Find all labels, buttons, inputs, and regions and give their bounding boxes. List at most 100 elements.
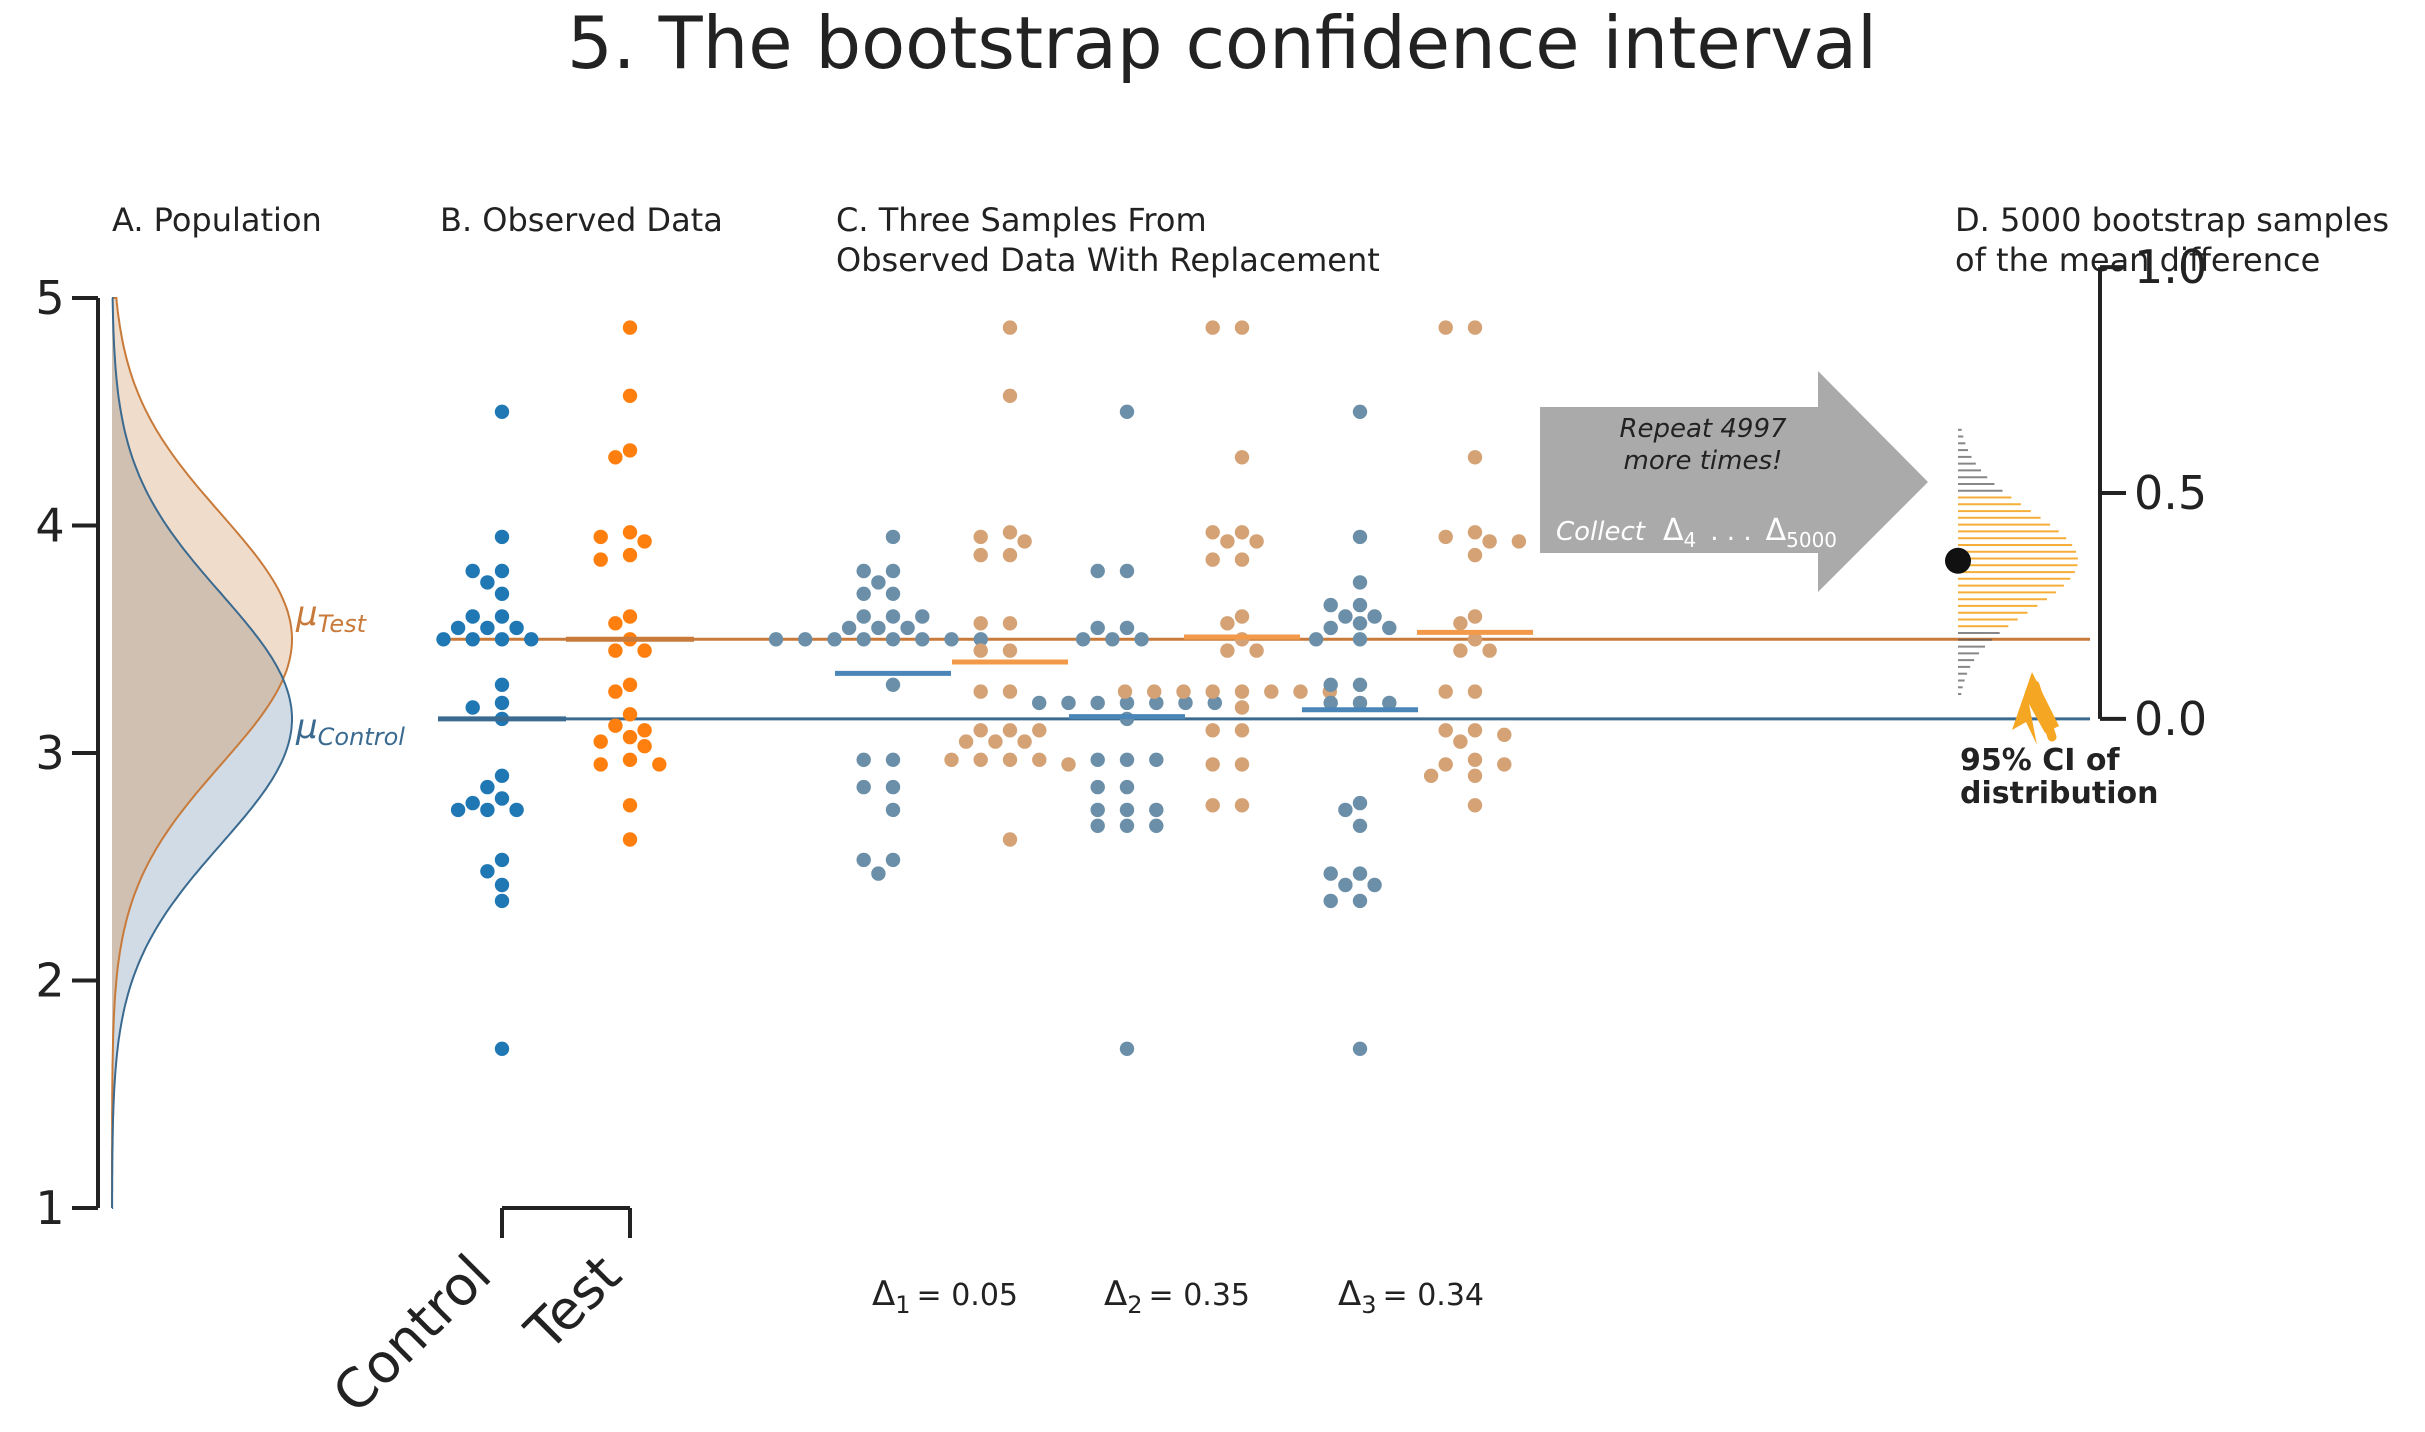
sample-1-control-point — [871, 620, 886, 636]
sample-3-control-point — [1352, 404, 1368, 419]
sample-3-control-point — [1352, 695, 1368, 711]
sample-2-control-point — [1149, 802, 1164, 818]
sample-2-test-point — [1249, 643, 1264, 658]
delta-3-subscript: 3 — [1361, 1291, 1376, 1319]
delta-2-value: = 0.35 — [1149, 1278, 1250, 1313]
ci-label-line2: distribution — [1960, 776, 2158, 811]
sample-2-control-point — [1090, 563, 1105, 579]
sample-2-control-point — [1149, 752, 1164, 767]
mu-test-symbol: μ — [295, 594, 318, 634]
sample-3-control-point — [1323, 893, 1338, 909]
sample-3-control-point — [1352, 1041, 1368, 1057]
sample-2-control-point — [1178, 695, 1193, 711]
sample-1-control-point — [885, 779, 901, 795]
sample-2-control-swarm — [1032, 404, 1223, 1057]
sample-3-control-point — [1367, 877, 1382, 893]
ci-label-line1: 95% CI of — [1960, 743, 2120, 778]
sample-1-control-point — [856, 752, 871, 767]
sample-3-control-point — [1352, 818, 1368, 833]
sample-3-control-swarm — [1308, 404, 1397, 1057]
sample-1-test-point — [1002, 752, 1018, 767]
panel-b-label: B. Observed Data — [440, 201, 723, 239]
sample-3-control-point — [1308, 632, 1324, 647]
sample-2-test-point — [1234, 609, 1250, 624]
sample-3-control-point — [1382, 695, 1397, 711]
sample-3-control-point — [1382, 620, 1397, 636]
sample-3-test-point — [1438, 320, 1453, 335]
sample-2-control-point — [1119, 404, 1135, 419]
arrow-delta-end-sub: 5000 — [1786, 528, 1837, 552]
sample-3-control-point — [1338, 877, 1353, 893]
sample-1-test-swarm — [944, 320, 1076, 847]
sample-1-control-point — [885, 586, 901, 601]
ci-arrow-shaft — [2030, 680, 2057, 742]
observed-control-point — [494, 791, 510, 806]
sample-3-test-point — [1482, 534, 1497, 549]
observed-control-point — [494, 677, 510, 692]
delta-2-label: Δ2 = 0.35 — [1104, 1274, 1250, 1319]
sample-1-control-point — [856, 586, 871, 601]
observed-test-point — [622, 752, 638, 767]
sample-3-test-point — [1453, 643, 1468, 658]
sample-1-control-point — [973, 632, 988, 647]
arrow-delta-end: Δ — [1766, 513, 1787, 548]
sample-1-test-point — [1032, 723, 1047, 738]
mu-test-subscript: Test — [318, 610, 368, 638]
sample-1-test-point — [1002, 525, 1018, 540]
sample-2-test-point — [1205, 684, 1220, 699]
observed-test-point — [608, 450, 623, 465]
sample-3-control-point — [1352, 893, 1368, 909]
observed-test-point — [637, 739, 652, 754]
sample-2-control-point — [1207, 695, 1223, 711]
repeat-arrow — [1540, 371, 1928, 592]
observed-test-point — [637, 723, 652, 738]
sample-3-control-point — [1323, 597, 1338, 613]
observed-control-point — [494, 529, 510, 545]
observed-control-point — [494, 877, 510, 893]
sample-3-test-point — [1467, 632, 1483, 647]
sample-3-control-point — [1338, 802, 1353, 818]
observed-test-point — [622, 798, 638, 813]
sample-2-control-point — [1090, 695, 1105, 711]
delta-1-symbol: Δ — [872, 1274, 895, 1314]
sample-2-control-point — [1119, 818, 1135, 833]
sample-1-control-swarm — [768, 529, 988, 881]
observed-test-point — [593, 552, 608, 567]
observed-test-point — [622, 443, 638, 458]
sample-2-control-point — [1149, 695, 1164, 711]
delta-3-symbol: Δ — [1338, 1274, 1361, 1314]
sample-3-test-point — [1453, 616, 1468, 631]
mu-test-label: μTest — [295, 594, 368, 638]
sample-3-control-point — [1352, 677, 1368, 692]
sample-2-test-point — [1249, 534, 1264, 549]
sample-3-test-point — [1467, 525, 1483, 540]
sample-1-test-point — [1002, 684, 1018, 699]
observed-control-point — [509, 802, 524, 818]
sample-3-test-point — [1467, 752, 1483, 767]
sample-3-test-point — [1467, 768, 1483, 783]
overlap-population-fill — [112, 298, 283, 1208]
observed-test-point — [622, 609, 638, 624]
observed-control-point — [494, 768, 510, 783]
sample-2-test-point — [1205, 525, 1220, 540]
bootstrap-distribution — [1945, 428, 2078, 695]
panel-a-label: A. Population — [112, 201, 322, 239]
swarm-plots — [436, 320, 1533, 1057]
sample-2-test-point — [1205, 552, 1220, 567]
sample-2-test-point — [1220, 643, 1235, 658]
observed-test-point — [622, 677, 638, 692]
sample-2-control-point — [1061, 695, 1076, 711]
right-y-axis: 0.0 0.5 1.0 — [2098, 240, 2207, 746]
sample-1-test-point — [1061, 757, 1076, 772]
observed-control-point — [494, 893, 510, 909]
arrow-dots: . . . — [1710, 517, 1751, 547]
observed-control-point — [509, 620, 524, 636]
panel-c-label-line1: C. Three Samples From — [836, 201, 1207, 239]
mu-control-label: μControl — [295, 707, 405, 751]
sample-2-control-point — [1075, 632, 1091, 647]
sample-2-test-point — [1220, 534, 1235, 549]
sample-3-test-point — [1511, 534, 1527, 549]
sample-1-control-point — [871, 575, 886, 590]
sample-1-test-point — [944, 752, 959, 767]
observed-control-point — [465, 700, 480, 715]
